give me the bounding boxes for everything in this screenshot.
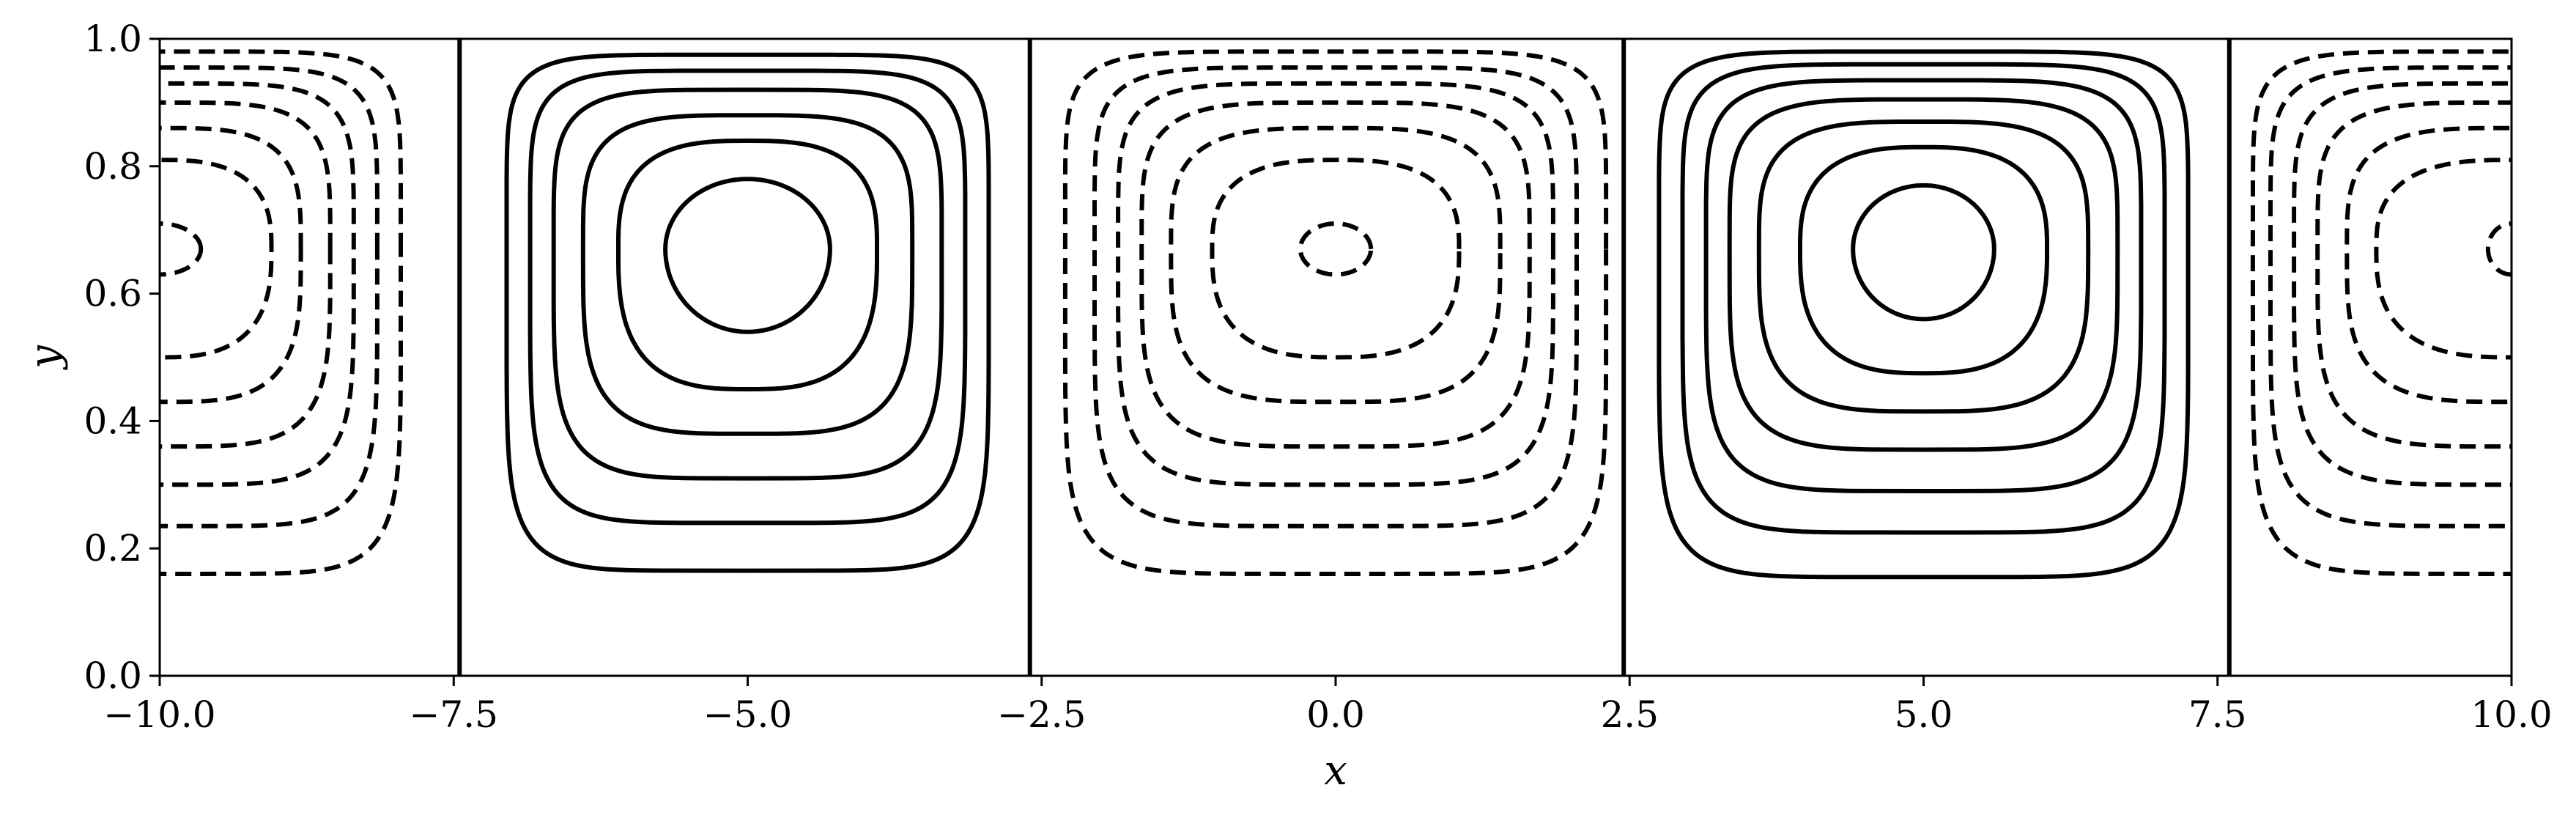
contour-positive-cell2-level4 xyxy=(551,87,944,481)
contour-positive-cell4-level2 xyxy=(1798,144,2049,376)
contour-negative-cell5-level3 xyxy=(2344,125,2512,405)
y-axis-label: y xyxy=(21,344,69,371)
contour-negative-cell5-level4 xyxy=(2315,100,2512,449)
contour-negative-cell1-level7 xyxy=(160,49,403,577)
contour-positive-cell4-level3 xyxy=(1756,119,2091,414)
contour-positive-cell2-level1 xyxy=(663,177,832,334)
x-tick-label: −7.5 xyxy=(410,693,498,736)
plot-frame xyxy=(158,37,2513,677)
contour-negative-cell1-level5 xyxy=(160,81,356,487)
x-tick-label: 7.5 xyxy=(2188,693,2247,736)
separatrix-lines xyxy=(457,39,2232,676)
y-axis-ticks: 0.0 0.2 0.4 0.6 0.8 1.0 xyxy=(84,18,160,697)
contour-positive-cell2-level6 xyxy=(504,52,991,573)
x-tick-label: 2.5 xyxy=(1600,693,1659,736)
contour-positive-cell4-level4 xyxy=(1727,97,2120,452)
contour-positive-cell4-level7 xyxy=(1657,49,2191,580)
x-tick-label: 5.0 xyxy=(1895,693,1953,736)
contour-negative-cell1-level1 xyxy=(160,221,204,277)
contour-positive-cell2-level2 xyxy=(616,138,879,392)
y-tick-label: 0.0 xyxy=(84,655,142,697)
contour-negative-cell1-level3 xyxy=(160,125,303,405)
contour-positive-cell2-level3 xyxy=(580,113,915,436)
contour-negative-cell5-level1 xyxy=(2485,221,2512,277)
contour-negative-cell3-level6 xyxy=(1092,65,1579,528)
contour-negative-cell3-level5 xyxy=(1116,81,1555,487)
contour-negative-cell3-level2 xyxy=(1210,158,1462,360)
x-axis-ticks: −10.0 −7.5 −5.0 −2.5 0.0 2.5 5.0 7.5 10.0 xyxy=(103,676,2553,736)
x-tick-label: −2.5 xyxy=(997,693,1086,736)
y-tick-label: 0.4 xyxy=(84,399,142,442)
contour-negative-cell3-level4 xyxy=(1139,100,1532,449)
contour-negative-cell5-level2 xyxy=(2374,158,2512,360)
contour-negative-cell1-level6 xyxy=(160,65,380,528)
contour-negative-cell5-level5 xyxy=(2292,81,2512,487)
contour-positive-cell4-level5 xyxy=(1703,78,2144,494)
y-tick-label: 0.6 xyxy=(84,273,142,315)
y-tick-label: 0.2 xyxy=(84,527,142,570)
x-tick-label: 0.0 xyxy=(1306,693,1365,736)
x-tick-label: −10.0 xyxy=(103,693,215,736)
x-tick-label: −5.0 xyxy=(703,693,792,736)
x-tick-label: 10.0 xyxy=(2470,693,2552,736)
y-tick-label: 1.0 xyxy=(84,18,142,60)
contour-negative-cell3-level3 xyxy=(1169,125,1503,405)
contour-negative-cell1-level4 xyxy=(160,100,333,449)
contour-positive-cell2-level5 xyxy=(528,68,968,526)
contour-positive-cell4-level6 xyxy=(1680,62,2167,535)
y-tick-label: 0.8 xyxy=(84,145,142,188)
contour-negative-cell3-level1 xyxy=(1298,221,1374,277)
contour-lines xyxy=(160,49,2512,580)
contour-negative-cell3-level7 xyxy=(1062,49,1609,577)
x-axis-label: x xyxy=(1324,747,1347,795)
contour-negative-cell1-level2 xyxy=(160,158,274,360)
contour-positive-cell4-level1 xyxy=(1851,183,1996,322)
